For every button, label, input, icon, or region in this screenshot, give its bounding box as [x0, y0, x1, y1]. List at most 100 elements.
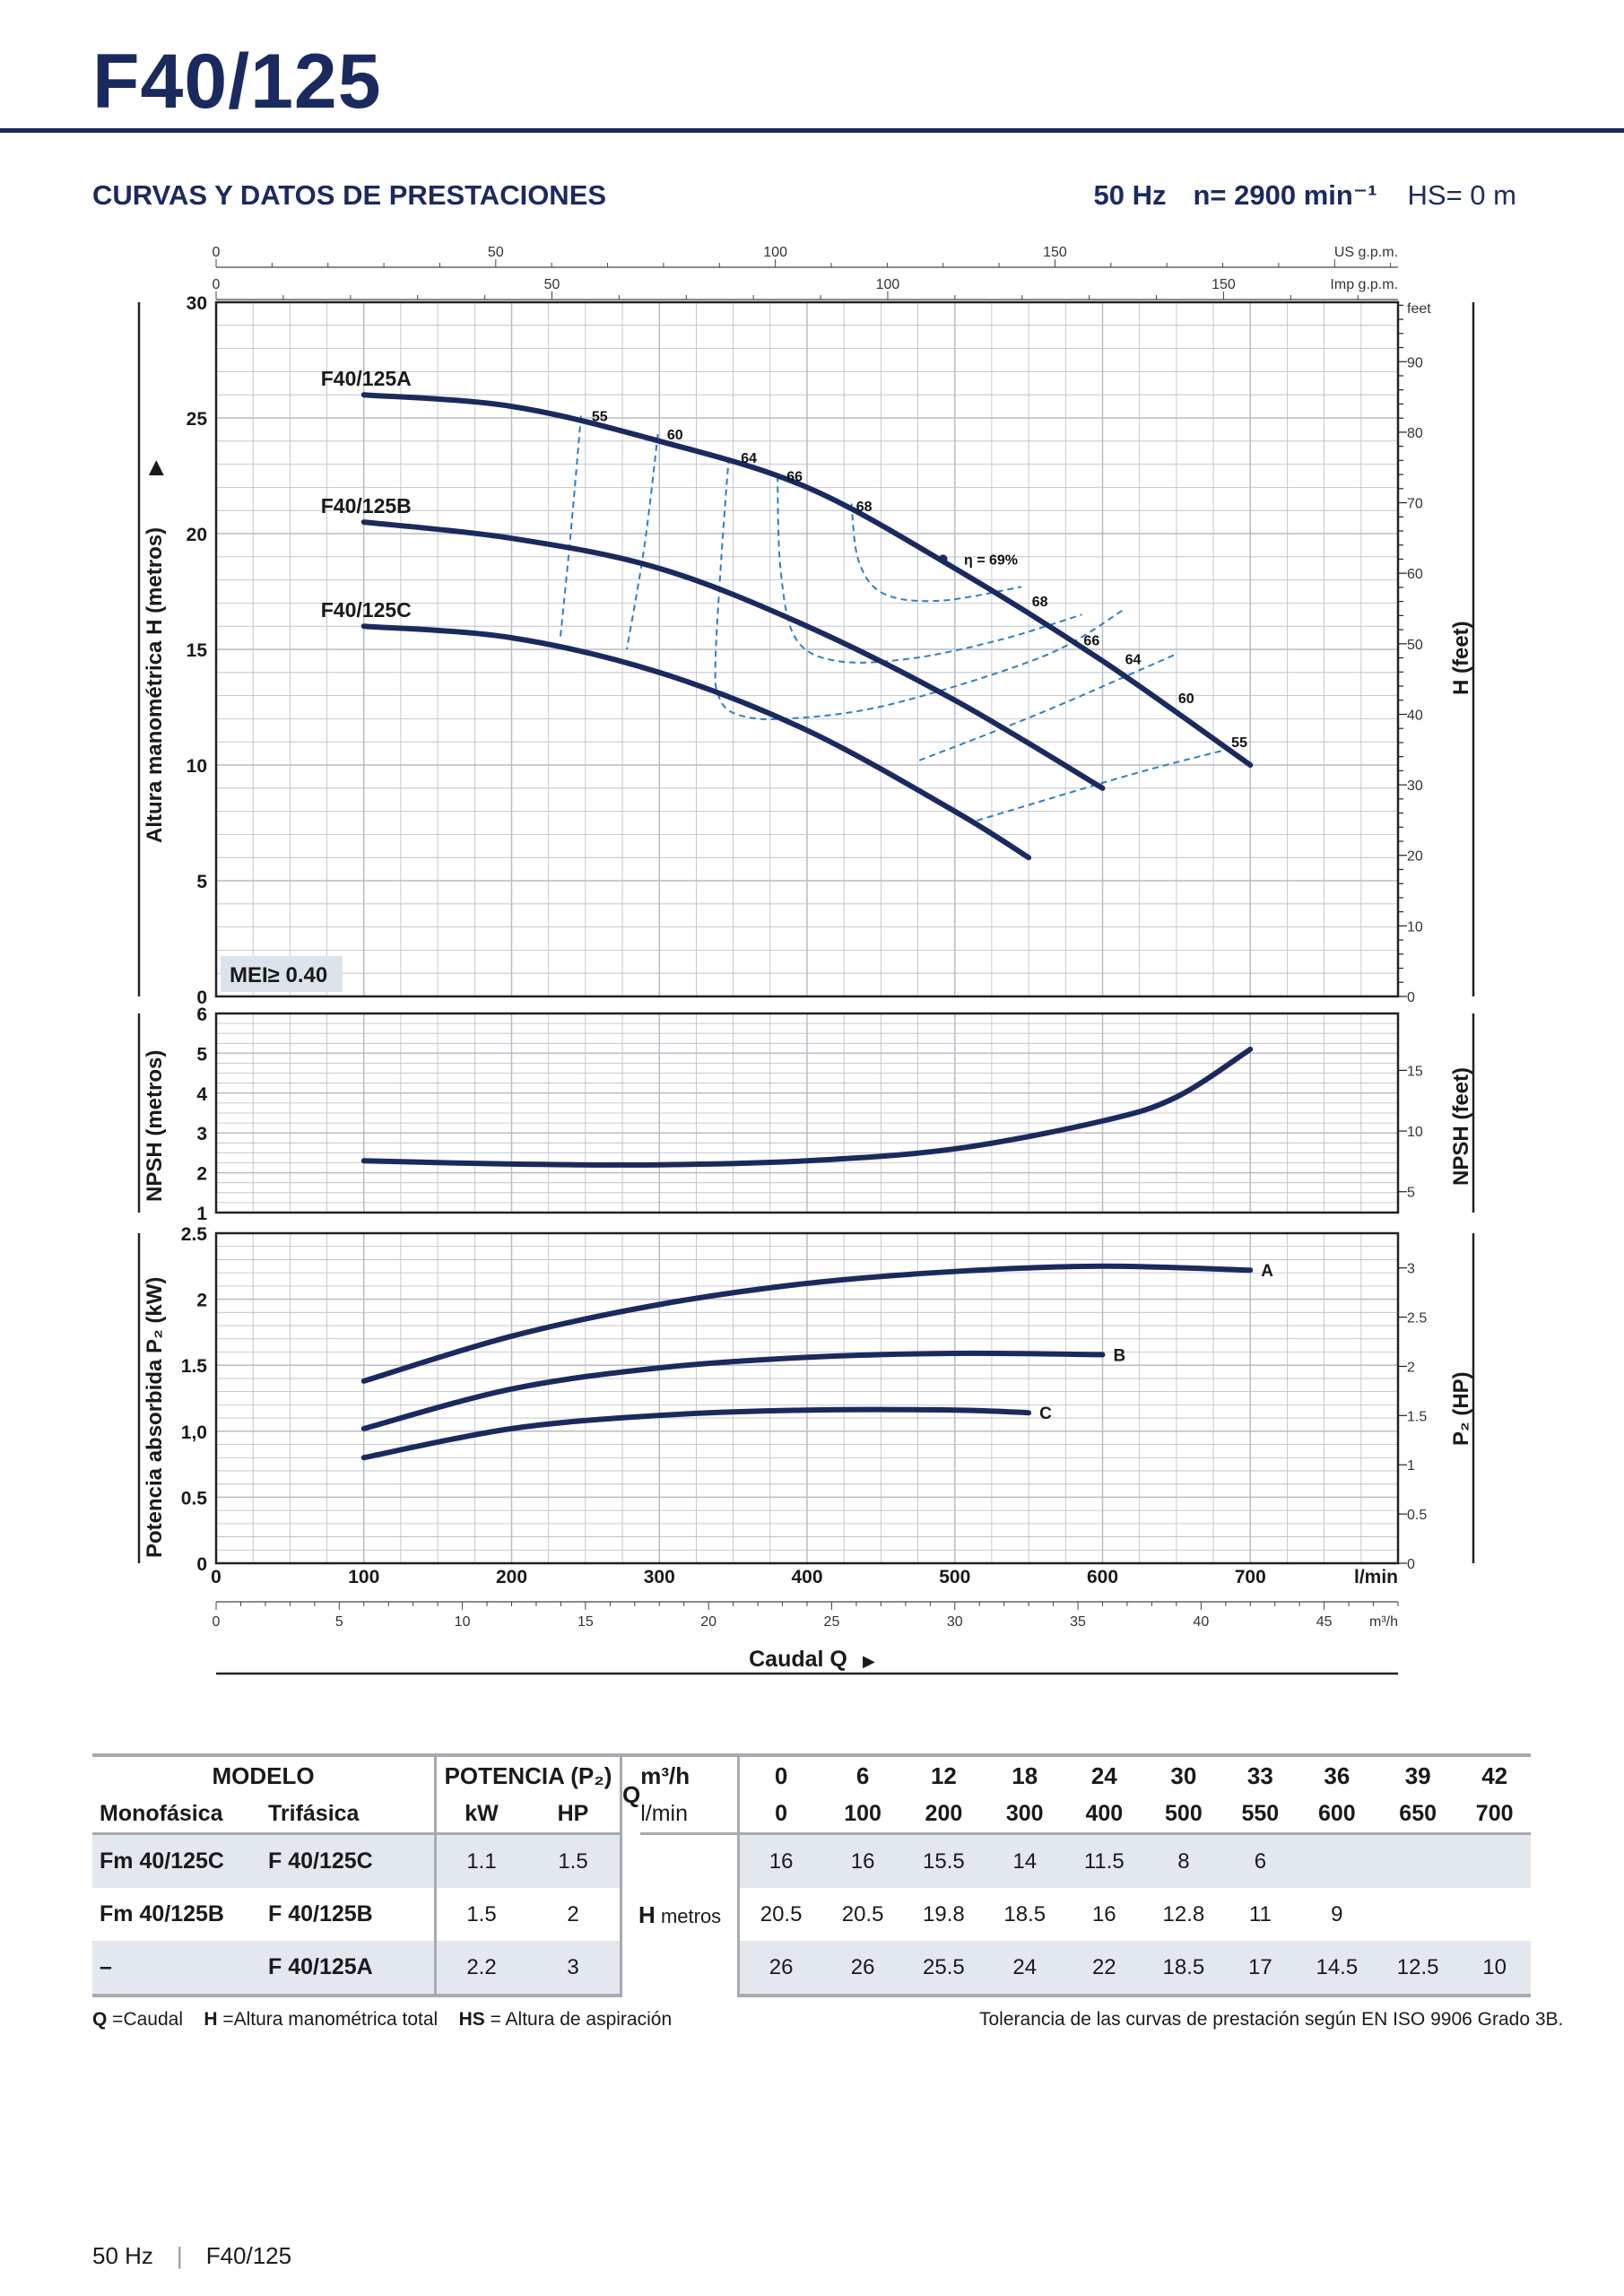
curve-label: F40/125A: [321, 367, 412, 390]
speed-label: n= 2900 min⁻¹: [1193, 179, 1377, 211]
us-gpm-tick-label: 150: [1043, 245, 1067, 260]
head-value: 25.5: [903, 1941, 985, 1997]
head-value: 17: [1224, 1941, 1297, 1997]
model-monofasica: Fm 40/125B: [100, 1901, 224, 1926]
head-value: 10: [1458, 1941, 1531, 1997]
x-tick-label: 500: [939, 1567, 970, 1587]
head-value: 14.5: [1296, 1941, 1377, 1997]
hp-tick-label: 2: [1407, 1360, 1415, 1375]
curve-label: F40/125C: [321, 598, 412, 622]
performance-chart: 0510152025300102030405060708090feetAltur…: [137, 245, 1475, 1675]
page-footer: 50 Hz | F40/125: [92, 2242, 291, 2270]
head-curve-b: [360, 519, 1106, 791]
imp-gpm-tick-label: 150: [1211, 277, 1236, 292]
efficiency-label: η = 69%: [964, 552, 1018, 568]
legend-abbreviations: Q =Caudal H =Altura manométrica total HS…: [92, 2009, 672, 2031]
npsh-plot-frame: [214, 1012, 1400, 1214]
x-tick-label: 400: [791, 1567, 822, 1587]
m3h-tick-label: 0: [213, 1614, 221, 1630]
power-curve-a: [360, 1263, 1254, 1384]
legend-h-text: =Altura manométrica total: [217, 2009, 439, 2030]
q-lmin: 500: [1142, 1795, 1225, 1835]
q-m3h: 33: [1224, 1753, 1297, 1795]
us-gpm-tick-label: 0: [213, 245, 221, 260]
q-m3h: 36: [1296, 1753, 1377, 1795]
y-tick-label: 5: [196, 872, 207, 892]
x-tick-label: 0: [211, 1567, 221, 1587]
h-label-cell: H metros: [619, 1833, 739, 1996]
x-axis-arrow: ▶: [863, 1652, 875, 1670]
y-tick-label: 0: [196, 1554, 207, 1575]
mei-badge-bg: [221, 956, 343, 992]
npsh-feet-label: 15: [1407, 1064, 1423, 1079]
hp-tick-label: 3: [1407, 1262, 1415, 1277]
feet-tick-label: 60: [1407, 567, 1423, 582]
eff-line-60-left: [626, 433, 659, 650]
header-kw: kW: [434, 1795, 526, 1835]
efficiency-label: 64: [1125, 652, 1142, 667]
model-monofasica: Fm 40/125C: [92, 1833, 261, 1888]
eff-line-60-right: [918, 653, 1177, 761]
q-lmin: 700: [1458, 1795, 1531, 1835]
section-title: CURVAS Y DATOS DE PRESTACIONES: [92, 179, 607, 211]
head-value: 11: [1248, 1901, 1272, 1926]
footer-separator: |: [176, 2242, 183, 2269]
head-value: 22: [1064, 1941, 1143, 1997]
m3h-tick-label: 20: [700, 1614, 716, 1630]
x-tick-label: 200: [496, 1567, 527, 1587]
q-m3h: 12: [903, 1753, 985, 1795]
header-hp: HP: [526, 1795, 621, 1835]
head-value: 12.5: [1377, 1941, 1459, 1997]
efficiency-label: 64: [741, 451, 757, 466]
power-axis-title: Potencia absorbida P₂ (kW): [143, 1277, 167, 1558]
performance-table: MODELO POTENCIA (P₂) Q m³/h 0 6 12 18 24…: [92, 1753, 1531, 1997]
feet-axis-title: H (feet): [1449, 621, 1473, 695]
y-tick-label: 0.5: [181, 1488, 208, 1509]
y-tick-label: 5: [196, 1044, 207, 1065]
x-tick-label: 100: [348, 1567, 379, 1587]
npsh-feet-label: 5: [1407, 1186, 1415, 1201]
curve-label: F40/125B: [321, 494, 412, 517]
head-axis-title: Altura manométrica H (metros): [143, 527, 167, 843]
head-axis-arrow: ▶: [143, 460, 166, 475]
q-lmin: 400: [1064, 1795, 1143, 1835]
head-value: [1377, 1888, 1458, 1941]
footer-freq: 50 Hz: [92, 2242, 153, 2269]
m3h-tick-label: 10: [455, 1614, 471, 1630]
eff-line-55-right: [977, 747, 1230, 822]
model-monofasica: –: [92, 1941, 261, 1997]
y-tick-label: 1.5: [181, 1356, 208, 1377]
hp-tick-label: 1: [1407, 1458, 1415, 1474]
feet-tick-label: 10: [1407, 919, 1423, 935]
header-lmin: l/min: [640, 1795, 739, 1835]
legend-h: H: [204, 2009, 218, 2030]
y-tick-label: 15: [187, 640, 208, 661]
footer-model: F40/125: [205, 2242, 292, 2269]
y-tick-label: 2: [196, 1164, 207, 1185]
header-trifasica: Trifásica: [261, 1795, 436, 1835]
head-plot-frame: [214, 300, 1400, 998]
hp-tick-label: 0: [1407, 1557, 1415, 1572]
head-value: 16: [1091, 1901, 1116, 1926]
hp-tick-label: 2.5: [1407, 1311, 1427, 1326]
mei-badge: MEI≥ 0.40: [230, 963, 327, 987]
power-curve-b: [360, 1350, 1106, 1431]
head-value: [1458, 1888, 1531, 1941]
hp-axis-title: P₂ (HP): [1449, 1371, 1473, 1446]
head-value: 26: [821, 1941, 904, 1997]
q-m3h: 18: [984, 1753, 1065, 1795]
operating-conditions: 50 Hz n= 2900 min⁻¹ HS= 0 m: [1094, 179, 1516, 212]
feet-tick-label: 90: [1407, 355, 1423, 370]
feet-tick-label: 20: [1407, 849, 1423, 865]
q-m3h: 42: [1458, 1753, 1531, 1795]
head-value: 19.8: [923, 1901, 965, 1926]
feet-tick-label: 80: [1407, 426, 1423, 441]
power-kw: 1.5: [434, 1888, 526, 1941]
model-trifasica: F 40/125C: [261, 1833, 436, 1888]
efficiency-label: 66: [1083, 634, 1099, 649]
legend-q-text: =Caudal: [107, 2009, 183, 2030]
legend-q: Q: [92, 2009, 108, 2030]
m3h-tick-label: 45: [1316, 1614, 1333, 1630]
y-tick-label: 4: [196, 1084, 207, 1105]
q-lmin: 200: [903, 1795, 985, 1835]
